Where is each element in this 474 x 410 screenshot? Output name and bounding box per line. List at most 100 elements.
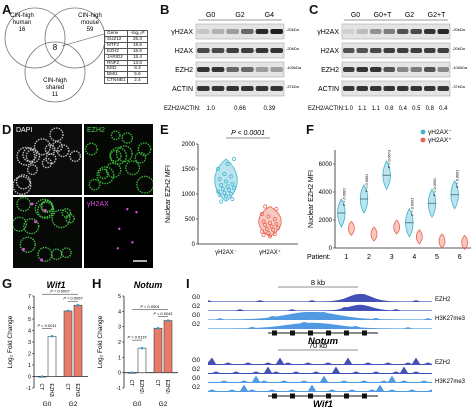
group-label: G2 [159, 401, 168, 408]
track-mark-label: H3K27me3 [435, 316, 466, 322]
y-tick-label: 4 [118, 309, 121, 315]
violin-shape [370, 226, 378, 242]
blot-band [226, 67, 239, 72]
blot-band [410, 67, 422, 72]
bar-label: CT [154, 380, 160, 387]
blot-band [397, 67, 409, 72]
blot-band [343, 67, 355, 72]
track-mark-label: EZH2 [435, 297, 451, 303]
dapi-image [13, 124, 82, 195]
blot-band [437, 48, 449, 53]
crypt-ring [56, 144, 70, 158]
chart-g: Wif1 -1 0 1 2 3 4 5 6 7 Log₂ Fold Change CT EZH2i CT E… [7, 280, 88, 408]
scale-label: 70 kb [309, 341, 327, 350]
blot-strip [195, 23, 285, 40]
coverage-track [208, 304, 432, 311]
venn-center-n: 8 [53, 43, 58, 52]
blot-band [197, 29, 210, 34]
blot-mw-label: -37kDa [452, 84, 466, 89]
crypt-ring [109, 149, 122, 162]
blot-lane-label: G2+T [428, 12, 446, 19]
crypt-ring [37, 201, 55, 220]
gh2ax-dot [118, 227, 121, 231]
blot-band [383, 48, 395, 53]
data-point [232, 186, 236, 190]
track-row-label: G2 [192, 322, 201, 328]
ratio-label: EZH2/ACTIN: [308, 106, 345, 112]
venn-shared-l1: CIN-high [43, 78, 67, 84]
blot-band [410, 29, 422, 34]
gene-label: Notum [308, 336, 339, 347]
y-axis-label: Nuclear EZH2 MFI [165, 165, 172, 223]
ratio-value: 1.0 [345, 106, 354, 112]
blot-band [424, 48, 436, 53]
x-category-label: γH2AX⁺ [259, 249, 281, 256]
y-tick-label: 3 [118, 325, 121, 331]
blot-band [424, 29, 436, 34]
crypt-ring [137, 142, 152, 157]
panel-label-f: F [306, 122, 314, 137]
x-category-label: 2 [367, 254, 371, 261]
exon [326, 330, 331, 336]
y-tick-label: 1500 [182, 167, 196, 173]
data-point [269, 224, 274, 229]
blot-band [424, 86, 436, 91]
gh2ax-dot [126, 207, 129, 211]
violin-shape [415, 229, 423, 245]
crypt-ring [136, 175, 153, 194]
blot-band [383, 67, 395, 72]
venn-shared-l2: shared [46, 85, 64, 91]
data-point [224, 179, 228, 184]
blot-band [211, 29, 225, 34]
y-tick-label: 2 [28, 352, 31, 358]
group-label: G0 [43, 401, 52, 408]
data-point [130, 371, 134, 374]
blot-lane-label: G0 [351, 12, 360, 19]
blot-strip [195, 42, 285, 59]
crypt-ring [98, 168, 109, 180]
venn-human-l2: human [13, 20, 31, 26]
x-category-label: 6 [458, 254, 462, 261]
blot-strip [195, 61, 285, 78]
ratio-value: 0.4 [399, 106, 408, 112]
data-point [40, 375, 44, 378]
exon [290, 393, 295, 399]
blot-strip [195, 80, 285, 97]
data-point [260, 229, 264, 234]
blot-band [356, 86, 368, 91]
p-value: P = 0.0067 [63, 296, 83, 301]
track-row-label: G0 [192, 295, 201, 301]
data-point [263, 204, 268, 209]
gh2ax-dot [21, 247, 25, 251]
blot-lane-label: G0+T [374, 12, 392, 19]
violin-shape [438, 233, 446, 249]
crypt-ring [121, 132, 134, 144]
data-point [66, 309, 70, 313]
y-axis-label: Log₂ Fold Change [97, 315, 104, 368]
panel-label-i: I [186, 276, 190, 291]
data-point [261, 219, 266, 224]
exon [362, 393, 367, 399]
data-point [216, 167, 220, 171]
blot-row-label: EZH2 [321, 67, 339, 74]
data-point [219, 183, 224, 187]
blot-mw-label: -20kDa [286, 46, 300, 51]
chart-e: 0 500 1000 1500 2000 Nuclear EZH2 MFI γH2AX⁻ γH… [165, 130, 298, 256]
y-tick-label: 4000 [319, 190, 333, 196]
p-value: P < 0.0001 [365, 174, 369, 192]
exon [272, 330, 277, 336]
violin-shape [461, 234, 469, 250]
blot-lane-label: G2 [405, 12, 414, 19]
chart-h: Notum -1 0 1 2 3 4 5 Log₂ Fold Change CT EZH2i CT EZ… [97, 280, 178, 408]
y-tick-label: 3 [28, 340, 31, 346]
blot-band [241, 48, 254, 53]
violin-shape [347, 220, 355, 236]
data-point [230, 197, 235, 201]
crypt-ring [13, 175, 32, 195]
blot-band [370, 67, 382, 72]
panel-label-e: E [160, 122, 169, 137]
y-tick-label: 500 [185, 217, 196, 223]
crypt-ring [23, 218, 40, 235]
coverage-track [208, 294, 432, 302]
data-point [217, 193, 222, 197]
